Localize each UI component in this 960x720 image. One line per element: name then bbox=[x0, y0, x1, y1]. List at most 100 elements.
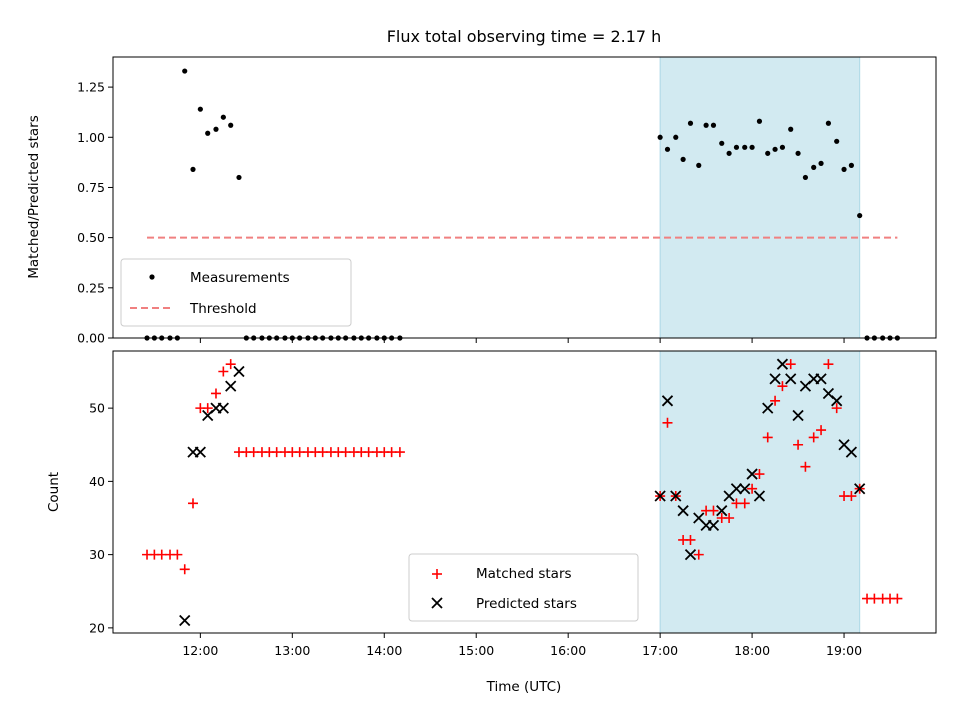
matched-star-point bbox=[172, 549, 183, 560]
count-ytick-label: 50 bbox=[89, 401, 105, 416]
matched-star-point bbox=[770, 395, 781, 406]
predicted-star-point bbox=[654, 490, 666, 502]
measurement-point bbox=[857, 212, 863, 219]
measurement-point bbox=[726, 150, 732, 156]
matched-star-point bbox=[800, 461, 811, 472]
measurement-point bbox=[213, 126, 219, 132]
matched-star-point bbox=[202, 403, 213, 414]
measurement-point bbox=[765, 150, 771, 156]
predicted-star-point bbox=[762, 402, 774, 414]
matched-star-point bbox=[724, 513, 735, 524]
measurement-point bbox=[779, 144, 786, 150]
matched-star-point bbox=[188, 498, 199, 509]
matched-star-point bbox=[747, 483, 758, 494]
legend-measurements-label: Measurements bbox=[190, 270, 290, 286]
ratio-panel-frame bbox=[112, 56, 937, 339]
measurement-point bbox=[719, 140, 725, 146]
legend-threshold-label: Threshold bbox=[189, 301, 257, 317]
measurement-point bbox=[742, 144, 748, 150]
matched-star-point bbox=[777, 381, 788, 392]
matched-star-point bbox=[823, 359, 834, 370]
measurement-point bbox=[205, 130, 211, 136]
matched-star-point bbox=[754, 469, 765, 480]
predicted-star-point bbox=[707, 519, 720, 531]
predicted-star-point bbox=[845, 446, 858, 458]
count-xtick-label: 17:00 bbox=[642, 643, 678, 658]
legend-predicted-label: Predicted stars bbox=[476, 596, 577, 612]
predicted-star-point bbox=[670, 490, 682, 502]
measurement-point bbox=[182, 68, 188, 74]
ratio-ytick-label: 0.00 bbox=[77, 331, 105, 346]
measurement-point bbox=[673, 134, 679, 140]
predicted-star-point bbox=[730, 483, 743, 495]
matched-star-point bbox=[708, 505, 719, 516]
count-legend: Matched stars Predicted stars bbox=[408, 553, 639, 622]
measurement-point bbox=[795, 150, 801, 156]
predicted-star-point bbox=[194, 446, 206, 458]
matched-star-point bbox=[892, 593, 903, 604]
measurement-point bbox=[802, 174, 809, 181]
ratio-legend-box bbox=[120, 258, 352, 327]
count-xtick-label: 16:00 bbox=[550, 643, 586, 658]
predicted-star-point bbox=[233, 365, 245, 378]
count-xtick-label: 15:00 bbox=[458, 643, 494, 658]
legend-measurements-marker bbox=[149, 274, 155, 280]
count-xtick-label: 13:00 bbox=[274, 643, 310, 658]
predicted-star-point bbox=[739, 483, 751, 495]
measurement-point bbox=[197, 106, 203, 112]
matched-star-point bbox=[846, 491, 857, 502]
predicted-star-point bbox=[753, 490, 766, 502]
measurement-point bbox=[236, 174, 242, 181]
ratio-panel-ylabel: Matched/Predicted stars bbox=[26, 115, 42, 278]
predicted-star-point bbox=[684, 548, 697, 561]
matched-star-point bbox=[210, 388, 221, 399]
measurement-point bbox=[696, 162, 702, 168]
ratio-ytick-label: 0.25 bbox=[77, 280, 105, 295]
predicted-star-point bbox=[769, 373, 781, 385]
legend-matched-label: Matched stars bbox=[476, 566, 572, 582]
matched-star-point bbox=[225, 359, 236, 370]
measurement-point bbox=[228, 122, 234, 128]
count-xtick-label: 12:00 bbox=[182, 643, 218, 658]
predicted-star-point bbox=[677, 505, 689, 517]
legend-predicted-marker bbox=[431, 597, 443, 609]
ratio-panel: 0.00 0.25 0.50 0.75 1.00 1.25 Matched/Predict… bbox=[26, 56, 937, 346]
matched-star-point bbox=[785, 359, 796, 370]
measurement-point bbox=[710, 122, 717, 128]
matched-star-point bbox=[816, 425, 827, 436]
measurement-point bbox=[657, 134, 663, 140]
measurement-point bbox=[680, 156, 686, 162]
chart-title: Flux total observing time = 2.17 h bbox=[387, 27, 662, 46]
ratio-ytick-label: 0.75 bbox=[77, 180, 105, 195]
matched-star-point bbox=[831, 403, 842, 414]
predicted-star-point bbox=[785, 373, 797, 385]
predicted-star-point bbox=[716, 505, 728, 517]
matched-star-point bbox=[762, 432, 773, 443]
predicted-star-point bbox=[225, 380, 237, 392]
matched-star-point bbox=[739, 498, 750, 509]
matched-star-point bbox=[808, 432, 819, 443]
measurement-point bbox=[834, 138, 840, 144]
measurement-point bbox=[733, 144, 740, 150]
predicted-star-point bbox=[792, 409, 804, 422]
legend-matched-marker bbox=[432, 569, 442, 579]
predicted-star-point bbox=[661, 395, 674, 407]
predicted-star-point bbox=[831, 395, 843, 407]
measurement-point bbox=[811, 164, 817, 170]
count-xtick-label: 14:00 bbox=[366, 643, 402, 658]
matched-star-point bbox=[685, 534, 696, 545]
measurement-point bbox=[703, 122, 709, 128]
measurement-point bbox=[841, 166, 847, 172]
measurement-point bbox=[687, 120, 694, 126]
count-panel-xlabel: Time (UTC) bbox=[486, 679, 562, 695]
ratio-highlight-span bbox=[659, 56, 861, 339]
matched-star-point bbox=[693, 549, 704, 560]
count-ytick-label: 20 bbox=[89, 620, 105, 635]
measurement-point bbox=[788, 126, 794, 132]
measurement-point bbox=[749, 144, 755, 150]
measurement-point bbox=[190, 166, 196, 172]
count-ytick-label: 40 bbox=[89, 474, 105, 489]
measurement-point bbox=[818, 160, 824, 166]
ratio-ytick-label: 1.25 bbox=[77, 80, 105, 95]
